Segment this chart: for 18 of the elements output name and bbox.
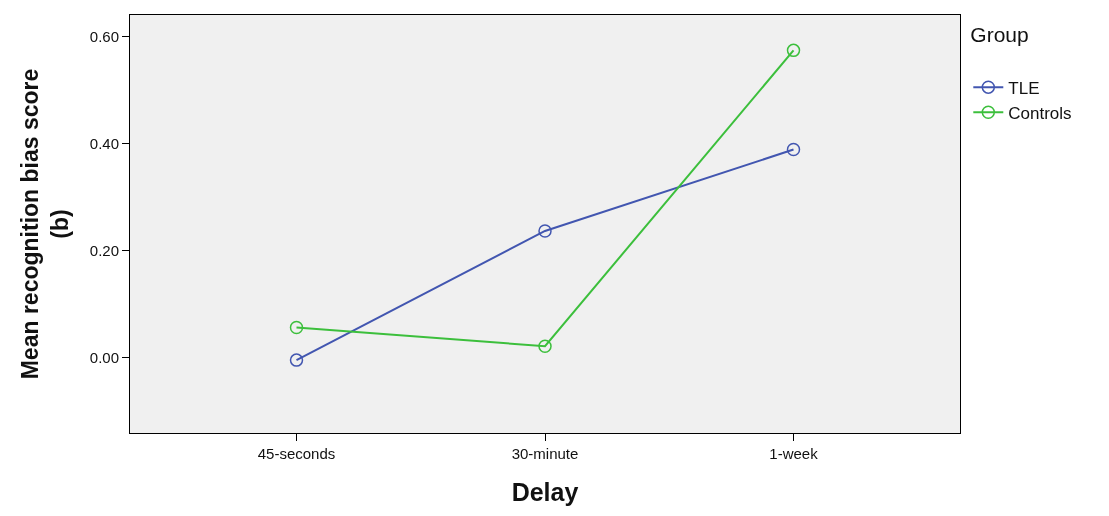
- y-tick-label: 0.00: [89, 349, 119, 367]
- y-tick-label: 0.40: [89, 134, 119, 152]
- point: [786, 142, 801, 157]
- legend-label: TLE: [1008, 78, 1040, 98]
- legend-title: Group: [970, 23, 1029, 47]
- x-tick-label: 1-week: [769, 445, 819, 462]
- y-axis-title: Mean recognition bias score (b): [17, 68, 74, 380]
- point: [538, 224, 552, 238]
- x-tick-label: 30-minute: [511, 445, 579, 462]
- point: [289, 353, 304, 367]
- legend-label: Controls: [1008, 103, 1072, 123]
- point: [538, 339, 552, 353]
- y-tick-label: 0.20: [89, 242, 119, 260]
- x-tick-label: 45-seconds: [257, 445, 336, 462]
- y-tick-label: 0.60: [89, 27, 119, 45]
- point: [289, 320, 304, 335]
- point: [786, 43, 801, 58]
- x-axis-title: Delay: [511, 478, 579, 506]
